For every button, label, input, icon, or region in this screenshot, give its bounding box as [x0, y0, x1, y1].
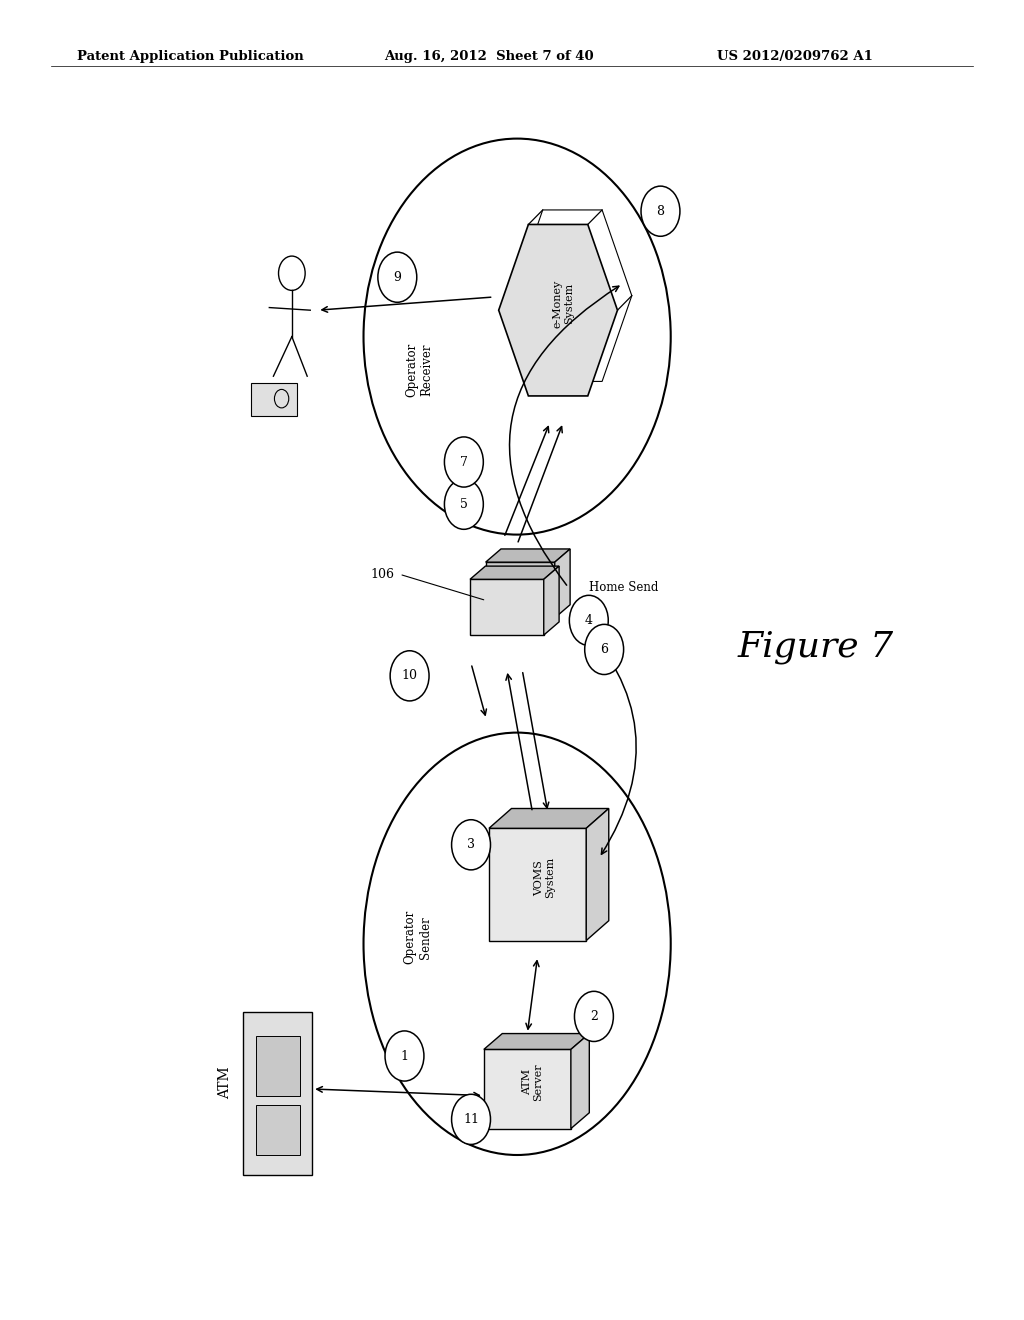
Text: Home Send: Home Send — [589, 581, 658, 594]
Polygon shape — [485, 562, 555, 618]
Text: Patent Application Publication: Patent Application Publication — [77, 50, 303, 63]
Text: 3: 3 — [467, 838, 475, 851]
Circle shape — [569, 595, 608, 645]
Circle shape — [444, 479, 483, 529]
Text: 10: 10 — [401, 669, 418, 682]
Text: 106: 106 — [371, 568, 394, 581]
Text: ATM: ATM — [218, 1067, 232, 1098]
Polygon shape — [489, 829, 586, 940]
Circle shape — [585, 624, 624, 675]
Text: 5: 5 — [460, 498, 468, 511]
Circle shape — [452, 820, 490, 870]
Text: Operator
Receiver: Operator Receiver — [406, 342, 434, 397]
Text: Aug. 16, 2012  Sheet 7 of 40: Aug. 16, 2012 Sheet 7 of 40 — [384, 50, 594, 63]
Circle shape — [378, 252, 417, 302]
Polygon shape — [571, 1034, 590, 1129]
Polygon shape — [484, 1049, 571, 1129]
Polygon shape — [256, 1036, 300, 1096]
Polygon shape — [499, 224, 617, 396]
Polygon shape — [256, 1105, 300, 1155]
Text: Operator
Sender: Operator Sender — [403, 909, 432, 965]
Text: 8: 8 — [656, 205, 665, 218]
Text: 2: 2 — [590, 1010, 598, 1023]
Text: 7: 7 — [460, 455, 468, 469]
Polygon shape — [243, 1012, 312, 1175]
Polygon shape — [586, 808, 608, 940]
Polygon shape — [544, 566, 559, 635]
Polygon shape — [489, 808, 608, 829]
Circle shape — [641, 186, 680, 236]
Text: Figure 7: Figure 7 — [737, 630, 893, 664]
Text: 4: 4 — [585, 614, 593, 627]
Polygon shape — [470, 579, 544, 635]
Text: 9: 9 — [393, 271, 401, 284]
Polygon shape — [555, 549, 570, 618]
Polygon shape — [251, 383, 297, 416]
Circle shape — [574, 991, 613, 1041]
Text: ATM
Server: ATM Server — [521, 1064, 544, 1101]
Text: US 2012/0209762 A1: US 2012/0209762 A1 — [717, 50, 872, 63]
Text: 6: 6 — [600, 643, 608, 656]
Polygon shape — [470, 566, 559, 579]
Polygon shape — [484, 1034, 590, 1049]
Text: 11: 11 — [463, 1113, 479, 1126]
Text: VOMS
System: VOMS System — [534, 857, 556, 899]
Circle shape — [390, 651, 429, 701]
Circle shape — [444, 437, 483, 487]
Text: 1: 1 — [400, 1049, 409, 1063]
Text: e-Money
System: e-Money System — [552, 280, 574, 327]
Polygon shape — [485, 549, 570, 562]
Circle shape — [452, 1094, 490, 1144]
Circle shape — [385, 1031, 424, 1081]
